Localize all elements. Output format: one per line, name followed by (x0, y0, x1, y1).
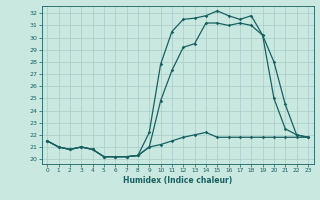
X-axis label: Humidex (Indice chaleur): Humidex (Indice chaleur) (123, 176, 232, 185)
